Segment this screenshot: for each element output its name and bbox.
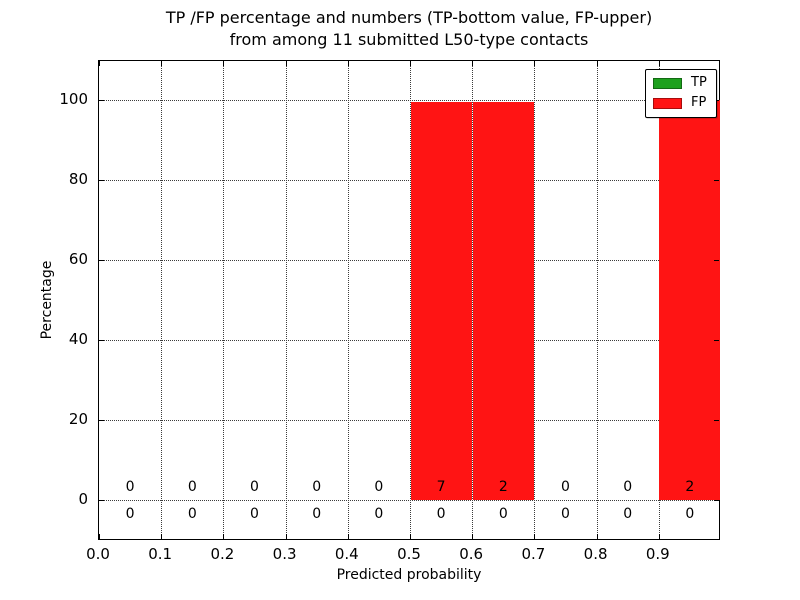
y-tick	[99, 340, 104, 341]
x-tick	[223, 61, 225, 66]
x-tick	[472, 61, 474, 66]
y-axis-label: Percentage	[39, 260, 55, 340]
x-tick	[472, 534, 474, 539]
tp-count-label: 0	[125, 506, 135, 522]
y-tick-label: 60	[68, 250, 88, 268]
fp-count-label: 0	[374, 479, 384, 495]
x-tick-label: 0.1	[148, 545, 173, 563]
legend-swatch-fp-icon	[653, 97, 682, 109]
y-tick	[714, 260, 719, 261]
tp-count-label: 0	[685, 506, 695, 522]
plot-area: 0 0 0 0 0 7 2 0 0 2 0 0 0 0 0 0 0 0 0 0 TP FP	[98, 60, 721, 540]
x-tick	[534, 61, 536, 66]
tp-count-label: 0	[623, 506, 633, 522]
x-tick-label: 0.7	[521, 545, 546, 563]
y-tick	[99, 260, 104, 261]
h-gridline	[99, 340, 719, 341]
legend-swatch-tp-icon	[653, 77, 682, 89]
x-axis-label: Predicted probability	[336, 567, 482, 583]
h-gridline	[99, 260, 719, 261]
fp-count-label: 0	[187, 479, 197, 495]
fp-count-label: 2	[685, 479, 695, 495]
x-tick-label: 0.3	[272, 545, 297, 563]
y-tick	[714, 500, 719, 501]
y-tick-label: 80	[68, 170, 88, 188]
x-tick-label: 0.9	[645, 545, 670, 563]
x-tick	[658, 534, 660, 539]
x-tick	[534, 534, 536, 539]
x-tick	[410, 534, 411, 539]
y-tick	[99, 500, 104, 501]
x-tick	[596, 61, 598, 66]
x-tick	[596, 534, 598, 539]
y-tick	[714, 180, 719, 181]
chart-title-line-2: from among 11 submitted L50-type contact…	[229, 30, 589, 49]
x-tick	[347, 61, 349, 66]
tp-count-label: 0	[436, 506, 446, 522]
h-gridline	[99, 500, 719, 501]
fp-count-label: 0	[250, 479, 259, 495]
x-tick-label: 0.8	[583, 545, 608, 563]
tp-count-label: 0	[187, 506, 197, 522]
y-tick	[714, 340, 719, 341]
y-tick-label: 0	[78, 490, 88, 508]
fp-count-label: 0	[561, 479, 570, 495]
x-tick	[161, 534, 163, 539]
x-tick-label: 0.4	[334, 545, 359, 563]
fp-bar	[472, 102, 534, 500]
v-gridline	[223, 61, 225, 539]
tp-count-label: 0	[561, 506, 570, 522]
x-tick	[285, 61, 287, 66]
y-tick	[99, 100, 104, 101]
x-tick	[285, 534, 287, 539]
x-tick	[99, 534, 100, 539]
chart-title-line-1: TP /FP percentage and numbers (TP-bottom…	[165, 8, 653, 27]
tp-count-label: 0	[250, 506, 259, 522]
v-gridline	[347, 61, 349, 539]
x-tick	[347, 534, 349, 539]
y-tick	[714, 420, 719, 421]
legend-label-fp: FP	[691, 95, 707, 110]
y-tick	[99, 180, 104, 181]
fp-bar	[410, 102, 472, 500]
x-tick	[99, 61, 100, 66]
x-tick	[719, 61, 720, 66]
fp-count-label: 0	[623, 479, 633, 495]
v-gridline	[285, 61, 287, 539]
x-tick-label: 0.5	[397, 545, 421, 563]
legend-label-tp: TP	[691, 75, 707, 90]
x-tick	[161, 61, 163, 66]
legend-box: TP FP	[645, 69, 717, 118]
v-gridline	[596, 61, 598, 539]
fp-count-label: 0	[312, 479, 322, 495]
fp-count-label: 2	[498, 479, 508, 495]
fp-count-label: 7	[436, 479, 446, 495]
v-gridline	[534, 61, 536, 539]
x-tick-label: 0.6	[459, 545, 484, 563]
legend-entry-fp: FP	[646, 93, 716, 113]
v-gridline	[161, 61, 163, 539]
legend-entry-tp: TP	[646, 73, 716, 93]
y-tick-label: 20	[68, 410, 88, 428]
tp-count-label: 0	[312, 506, 322, 522]
tp-count-label: 0	[498, 506, 508, 522]
x-tick	[658, 61, 660, 66]
h-gridline	[99, 420, 719, 421]
x-tick	[410, 61, 411, 66]
x-tick	[719, 534, 720, 539]
fp-count-label: 0	[125, 479, 135, 495]
h-gridline	[99, 100, 719, 101]
x-tick-label: 0.0	[86, 545, 110, 563]
y-tick-label: 100	[59, 90, 88, 108]
x-tick-label: 0.2	[210, 545, 235, 563]
tp-count-label: 0	[374, 506, 384, 522]
y-tick-label: 40	[68, 330, 88, 348]
h-gridline	[99, 180, 719, 181]
fp-bar	[659, 100, 721, 500]
x-tick	[223, 534, 225, 539]
y-tick	[99, 420, 104, 421]
